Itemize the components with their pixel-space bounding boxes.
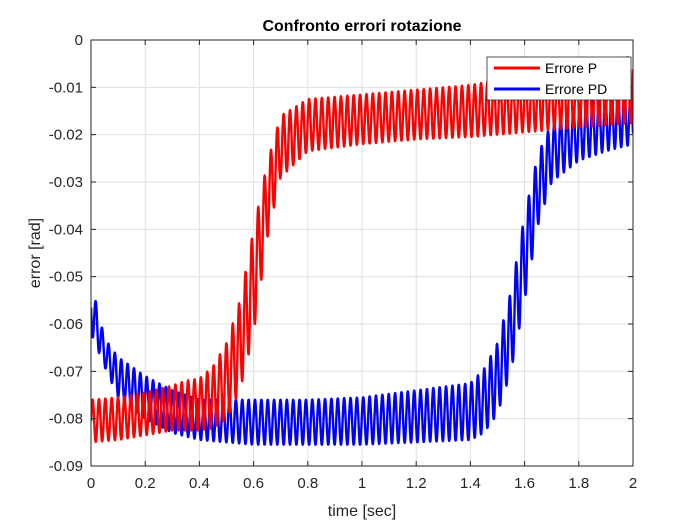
legend[interactable]: Errore P Errore PD xyxy=(486,56,632,101)
series-line-errore-pd xyxy=(91,86,633,446)
axis-ticks: 0 0.2 0.4 0.6 0.8 1 1.2 1.4 1.6 1.8 2 0 -0.01 -0.02 -0… xyxy=(49,32,637,492)
series-layer xyxy=(91,56,633,446)
x-tick-label: 0.6 xyxy=(243,475,264,492)
y-tick-label: -0.09 xyxy=(49,458,83,475)
legend-box xyxy=(486,56,632,101)
series-line-errore-p xyxy=(91,56,633,444)
chart-title: Confronto errori rotazione xyxy=(262,18,461,35)
x-tick-label: 0 xyxy=(87,475,95,492)
y-tick-label: -0.06 xyxy=(49,316,83,333)
x-tick-label: 0.2 xyxy=(135,475,156,492)
y-tick-label: -0.05 xyxy=(49,269,83,286)
y-tick-label: -0.01 xyxy=(49,79,83,96)
x-tick-label: 1.4 xyxy=(460,475,481,492)
y-tick-label: -0.02 xyxy=(49,127,83,144)
y-tick-label: 0 xyxy=(75,32,83,49)
x-tick-label: 1.2 xyxy=(406,475,427,492)
x-tick-label: 1 xyxy=(358,475,366,492)
y-axis-label: error [rad] xyxy=(27,218,44,288)
y-tick-label: -0.08 xyxy=(49,411,83,428)
x-tick-label: 1.8 xyxy=(568,475,589,492)
legend-label-errore-p: Errore P xyxy=(545,60,597,76)
x-tick-label: 0.4 xyxy=(189,475,210,492)
y-tick-label: -0.04 xyxy=(49,221,83,238)
x-tick-label: 1.6 xyxy=(514,475,535,492)
legend-label-errore-pd: Errore PD xyxy=(545,81,607,97)
x-axis-label: time [sec] xyxy=(328,503,396,520)
x-tick-label: 0.8 xyxy=(297,475,318,492)
x-tick-label: 2 xyxy=(629,475,637,492)
y-tick-label: -0.07 xyxy=(49,363,83,380)
y-tick-label: -0.03 xyxy=(49,174,83,191)
